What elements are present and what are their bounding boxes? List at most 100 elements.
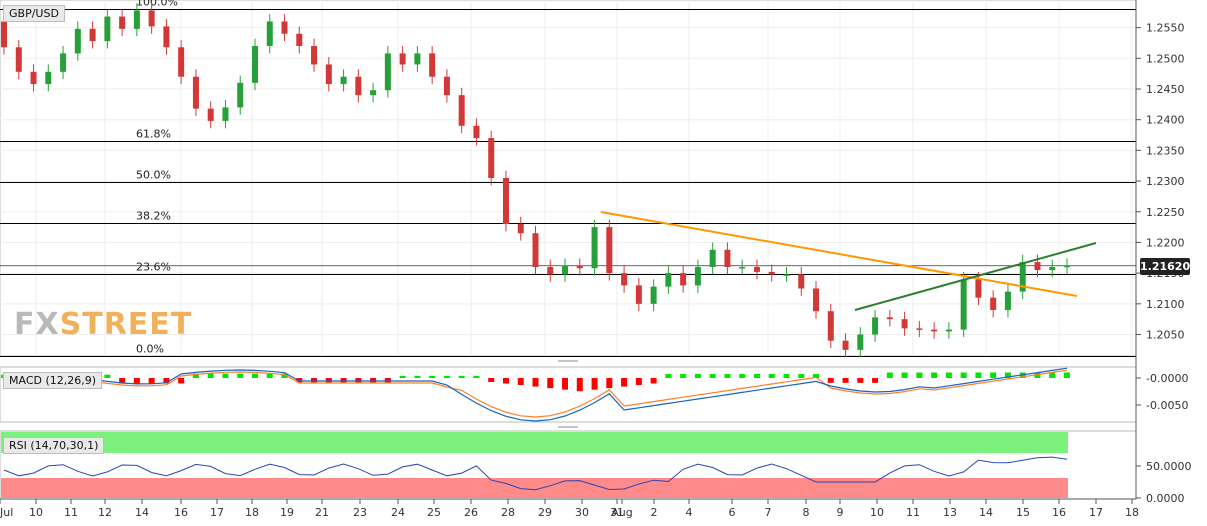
x-tick-label: 15 [1016,506,1030,519]
bearish-candle [325,64,332,85]
bullish-candle [237,82,244,108]
fib-level-label: 61.8% [136,128,171,141]
bearish-candle [281,21,288,34]
bearish-candle [119,16,126,29]
macd-histogram-bar [355,378,362,383]
macd-histogram-bar [635,378,642,386]
x-tick-label: 2 [651,506,658,519]
price-tick-label: 1.2050 [1146,329,1185,342]
macd-histogram-bar [842,378,849,383]
macd-histogram-bar [340,378,347,383]
macd-histogram-bar [207,373,214,378]
bullish-candle [340,76,347,85]
bearish-candle [311,46,318,65]
bearish-candle [163,26,170,48]
macd-label: MACD (12,26,9) [3,372,103,389]
price-tick-label: 1.2450 [1146,83,1185,96]
bullish-candle [709,249,716,267]
bearish-candle [621,273,628,286]
rsi-tick-label: 50.0000 [1146,460,1192,473]
macd-histogram-bar [827,378,834,383]
x-tick-label: 30 [575,506,589,519]
resistance-trendline [600,211,1078,297]
bullish-candle [562,265,569,275]
x-tick-label: 16 [1052,506,1066,519]
x-tick-label: 28 [501,506,515,519]
bearish-candle [1,21,7,48]
bullish-candle [872,317,879,335]
macd-histogram-bar [1064,372,1070,378]
bearish-candle [680,273,687,286]
macd-histogram-bar [960,372,967,378]
macd-histogram-bar [517,378,524,386]
bearish-candle [458,95,465,126]
macd-histogram-bar [104,374,111,378]
macd-histogram-bar [163,378,170,384]
fib-level-label: 0.0% [136,343,164,356]
macd-histogram-bar [532,378,539,387]
x-tick-label: 7 [765,506,772,519]
bullish-candle [857,334,864,350]
macd-histogram-bar [916,372,923,378]
bearish-candle [148,10,155,27]
macd-histogram-bar [591,378,598,390]
bullish-candle [783,274,790,276]
macd-histogram-bar [237,373,244,378]
x-tick-label: 9 [837,506,844,519]
price-panel-frame [0,0,1137,357]
macd-histogram-bar [473,375,480,378]
fibonacci-levels: 100.0% 61.8% 50.0% 38.2% 23.6% 0.0% [0,0,1136,357]
bullish-candle [650,286,657,304]
macd-histogram-bar [709,374,716,378]
macd-histogram-bar [547,378,554,389]
macd-histogram-bar [1004,372,1011,378]
bullish-candle [1049,267,1056,271]
x-tick-label: 6 [729,506,736,519]
macd-histogram-bar [945,372,952,378]
bearish-candle [798,274,805,289]
macd-histogram-bar [1049,372,1056,378]
fib-level-label: 50.0% [136,169,171,182]
x-tick-label: 26 [464,506,478,519]
bullish-candle [222,107,229,121]
x-tick-label: 31 [610,506,624,519]
bullish-candle [60,53,67,72]
macd-histogram-bar [311,378,318,383]
macd-histogram-bar [148,378,155,384]
price-tick-label: 1.2300 [1146,175,1185,188]
price-tick-label: 1.2100 [1146,298,1185,311]
bullish-candle [370,90,377,96]
macd-histogram-bar [281,373,288,378]
x-tick-label: 8 [803,506,810,519]
axes: 1.2550 1.2500 1.2450 1.2400 1.2350 1.2300 1.22… [0,0,1192,519]
x-tick-label: 23 [353,506,367,519]
macd-histogram-bar [901,372,908,378]
symbol-label: GBP/USD [3,5,65,22]
macd-histogram-bar [325,378,332,383]
macd-histogram-bar [443,375,450,378]
bearish-candle [916,328,923,330]
macd-histogram-bar [857,378,864,383]
macd-histogram-bar [768,374,775,378]
price-candles [1,3,1070,358]
macd-histogram-bar [119,378,126,384]
bearish-candle [1034,262,1041,271]
macd-histogram-bar [251,373,258,378]
bullish-candle [74,28,81,54]
macd-histogram-bar [694,374,701,378]
trend-lines [600,211,1097,311]
bearish-candle [30,71,37,85]
macd-histogram-bar [621,378,628,387]
macd-histogram-bar [753,374,760,378]
bullish-candle [266,21,273,47]
macd-histogram-bar [576,378,583,392]
x-tick-label: 18 [1125,506,1139,519]
bearish-candle [842,340,849,350]
rsi-line [3,456,1068,491]
bearish-candle [768,271,775,275]
macd-tick-label: -0.0000 [1146,372,1188,385]
bearish-candle [547,267,554,275]
bearish-candle [399,53,406,65]
macd-histogram-bar [458,375,465,378]
